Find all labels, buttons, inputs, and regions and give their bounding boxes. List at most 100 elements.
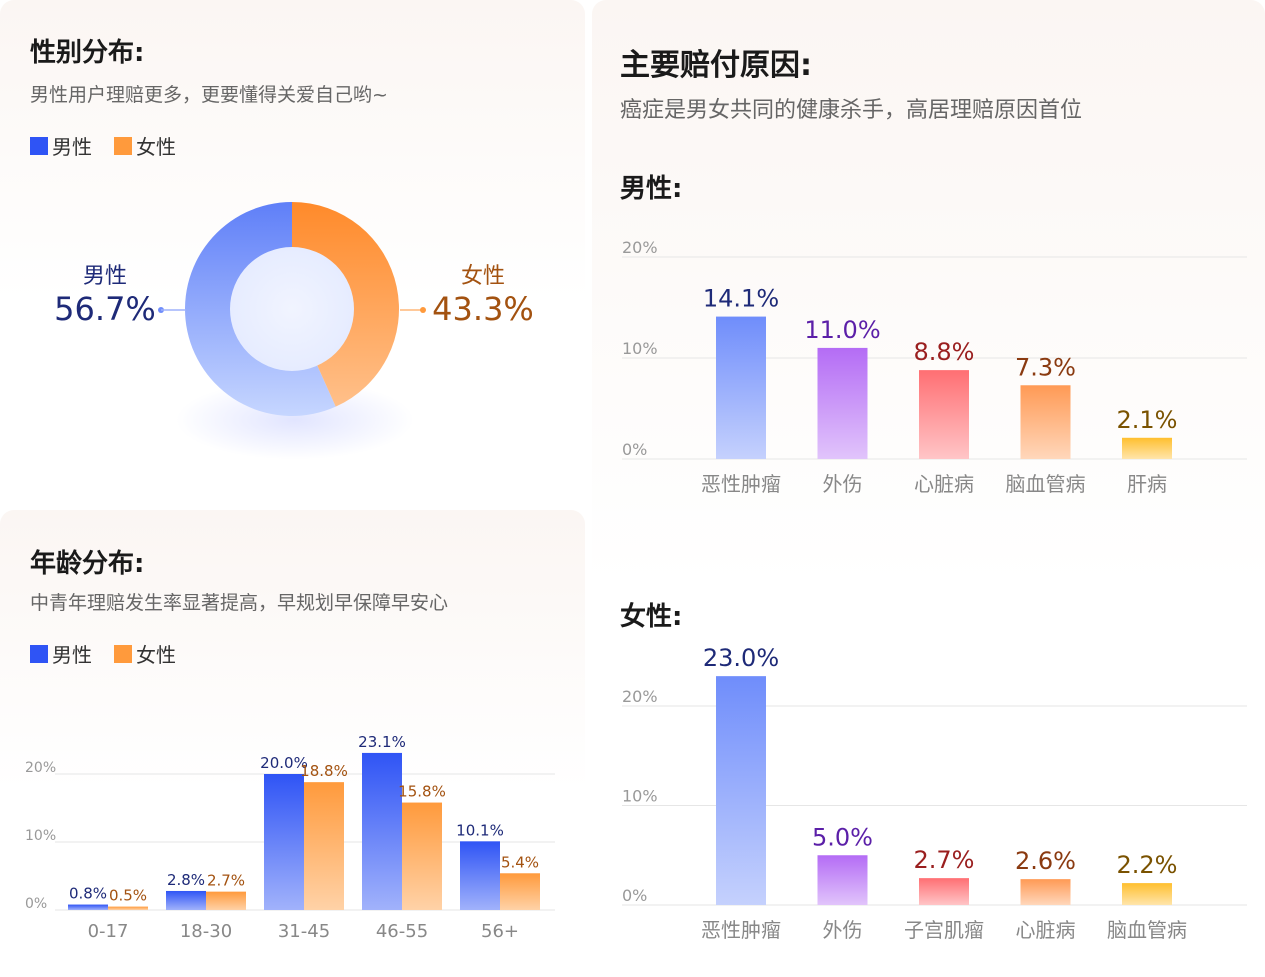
cause-category-label: 心脏病 (1016, 918, 1076, 942)
cause-bar (1122, 437, 1172, 459)
gender-subtitle: 男性用户理赔更多，更要懂得关爱自己哟~ (30, 84, 388, 106)
cause-ytick-label: 10% (622, 787, 658, 806)
age-bar-male (68, 904, 108, 910)
donut-center (230, 247, 354, 371)
age-legend-female: 女性 (114, 639, 176, 668)
age-bar-female (206, 891, 246, 910)
cause-ytick-label: 20% (622, 687, 658, 706)
gender-donut-chart (185, 202, 399, 416)
male-pie-label: 男性 56.7% (50, 258, 160, 328)
age-bar-value-label: 0.5% (109, 887, 147, 905)
gender-title: 性别分布: (30, 38, 145, 68)
age-bar-male (460, 841, 500, 910)
cause-category-label: 恶性肿瘤 (701, 472, 781, 496)
cause-bar-value-label: 8.8% (914, 338, 975, 366)
age-title: 年龄分布: (30, 549, 145, 579)
age-bar-chart: 0% 10% 20% 0.8% 0.5% 0-17 2.8% 2.7% 18-30 20.0%18… (25, 733, 555, 942)
age-legend: 男性 女性 (30, 639, 198, 668)
gender-legend: 男性 女性 (30, 131, 198, 160)
cause-ytick-label: 0% (622, 886, 647, 905)
male-causes-chart: 0% 10% 20% 14.1% 恶性肿瘤 11.0% 外伤 8.8% 心脏病 7.3% 脑血管病 2… (622, 238, 1247, 496)
cause-bar-value-label: 7.3% (1015, 353, 1076, 381)
age-bar-value-label: 20.0% (260, 754, 308, 772)
age-legend-male-swatch (30, 644, 48, 663)
male-pie-percent: 56.7% (54, 290, 156, 328)
age-bar-value-label: 0.8% (69, 885, 107, 903)
age-category-label: 31-45 (278, 921, 330, 942)
age-category-label: 46-55 (376, 921, 428, 942)
female-connector-dot (420, 307, 426, 313)
age-card: 年龄分布: 中青年理赔发生率显著提高，早规划早保障早安心 男性 女性 0% 10%… (0, 510, 585, 977)
legend-male-label: 男性 (52, 135, 92, 159)
cause-category-label: 外伤 (823, 472, 863, 496)
cause-bar (1020, 879, 1071, 905)
claims-subtitle: 癌症是男女共同的健康杀手，高居理赔原因首位 (620, 98, 1083, 123)
cause-bar (716, 316, 766, 459)
age-legend-male: 男性 (30, 639, 92, 668)
cause-category-label: 心脏病 (914, 472, 974, 496)
age-category-label: 0-17 (88, 921, 129, 942)
gender-card: 性别分布: 男性用户理赔更多，更要懂得关爱自己哟~ 男性 女性 (0, 0, 585, 500)
cause-category-label: 脑血管病 (1006, 472, 1086, 496)
cause-bar-value-label: 2.7% (914, 846, 975, 874)
age-bar-male (166, 890, 206, 910)
cause-bar (1020, 385, 1071, 459)
cause-category-label: 外伤 (823, 918, 863, 942)
age-bar-value-label: 18.8% (300, 762, 348, 780)
cause-bar (919, 370, 969, 459)
legend-male-swatch (30, 136, 48, 155)
female-pie-name: 女性 (460, 264, 505, 289)
age-bar-male (264, 774, 304, 910)
legend-female: 女性 (114, 131, 176, 160)
female-causes-chart: 0% 10% 20% 23.0% 恶性肿瘤 5.0% 外伤 2.7% 子宫肌瘤 2.6% 心脏病 2.… (622, 644, 1247, 942)
cause-bar-value-label: 14.1% (703, 285, 779, 313)
age-legend-female-swatch (114, 644, 132, 663)
female-pie-percent: 43.3% (432, 290, 534, 328)
cause-bar-value-label: 11.0% (804, 316, 880, 344)
cause-category-label: 脑血管病 (1107, 918, 1187, 942)
age-bar-female (108, 906, 148, 910)
cause-bar (716, 676, 766, 905)
cause-bar-value-label: 5.0% (812, 823, 873, 851)
cause-bar (1122, 883, 1172, 905)
age-bar-value-label: 5.4% (501, 853, 539, 871)
age-legend-female-label: 女性 (136, 643, 176, 667)
cause-bar-value-label: 2.6% (1015, 847, 1076, 875)
age-legend-male-label: 男性 (52, 643, 92, 667)
age-category-label: 56+ (481, 921, 519, 942)
cause-category-label: 子宫肌瘤 (904, 918, 984, 942)
age-category-label: 18-30 (180, 921, 232, 942)
cause-bar (919, 878, 969, 905)
age-bar-female (500, 873, 540, 910)
age-ytick-label: 0% (25, 896, 47, 912)
age-bar-male (362, 752, 402, 910)
age-ytick-label: 20% (25, 760, 56, 776)
legend-male: 男性 (30, 131, 92, 160)
age-ytick-label: 10% (25, 828, 56, 844)
cause-ytick-label: 0% (622, 440, 647, 459)
age-bar-value-label: 2.8% (167, 871, 205, 889)
male-causes-heading: 男性: (620, 174, 683, 204)
female-causes-heading: 女性: (620, 602, 683, 632)
age-bar-value-label: 15.8% (398, 783, 446, 801)
cause-bar-value-label: 2.1% (1117, 406, 1178, 434)
cause-bar (817, 855, 868, 905)
cause-category-label: 肝病 (1127, 472, 1167, 496)
age-bar-value-label: 23.1% (358, 733, 406, 751)
cause-bar-value-label: 2.2% (1117, 851, 1178, 879)
female-pie-label: 女性 43.3% (428, 258, 538, 328)
cause-ytick-label: 10% (622, 339, 658, 358)
claims-title: 主要赔付原因: (620, 48, 812, 83)
cause-bar (817, 347, 868, 459)
age-bar-female (402, 802, 442, 910)
cause-bar-value-label: 23.0% (703, 644, 779, 672)
age-bar-value-label: 10.1% (456, 821, 504, 839)
donut-connectors (158, 307, 426, 313)
legend-female-swatch (114, 136, 132, 155)
claims-card: 主要赔付原因: 癌症是男女共同的健康杀手，高居理赔原因首位 男性: 0% 10% 2… (592, 0, 1265, 977)
cause-category-label: 恶性肿瘤 (701, 918, 781, 942)
age-subtitle: 中青年理赔发生率显著提高，早规划早保障早安心 (30, 592, 449, 614)
male-pie-name: 男性 (82, 264, 127, 289)
age-bar-female (304, 782, 344, 910)
cause-ytick-label: 20% (622, 238, 658, 257)
